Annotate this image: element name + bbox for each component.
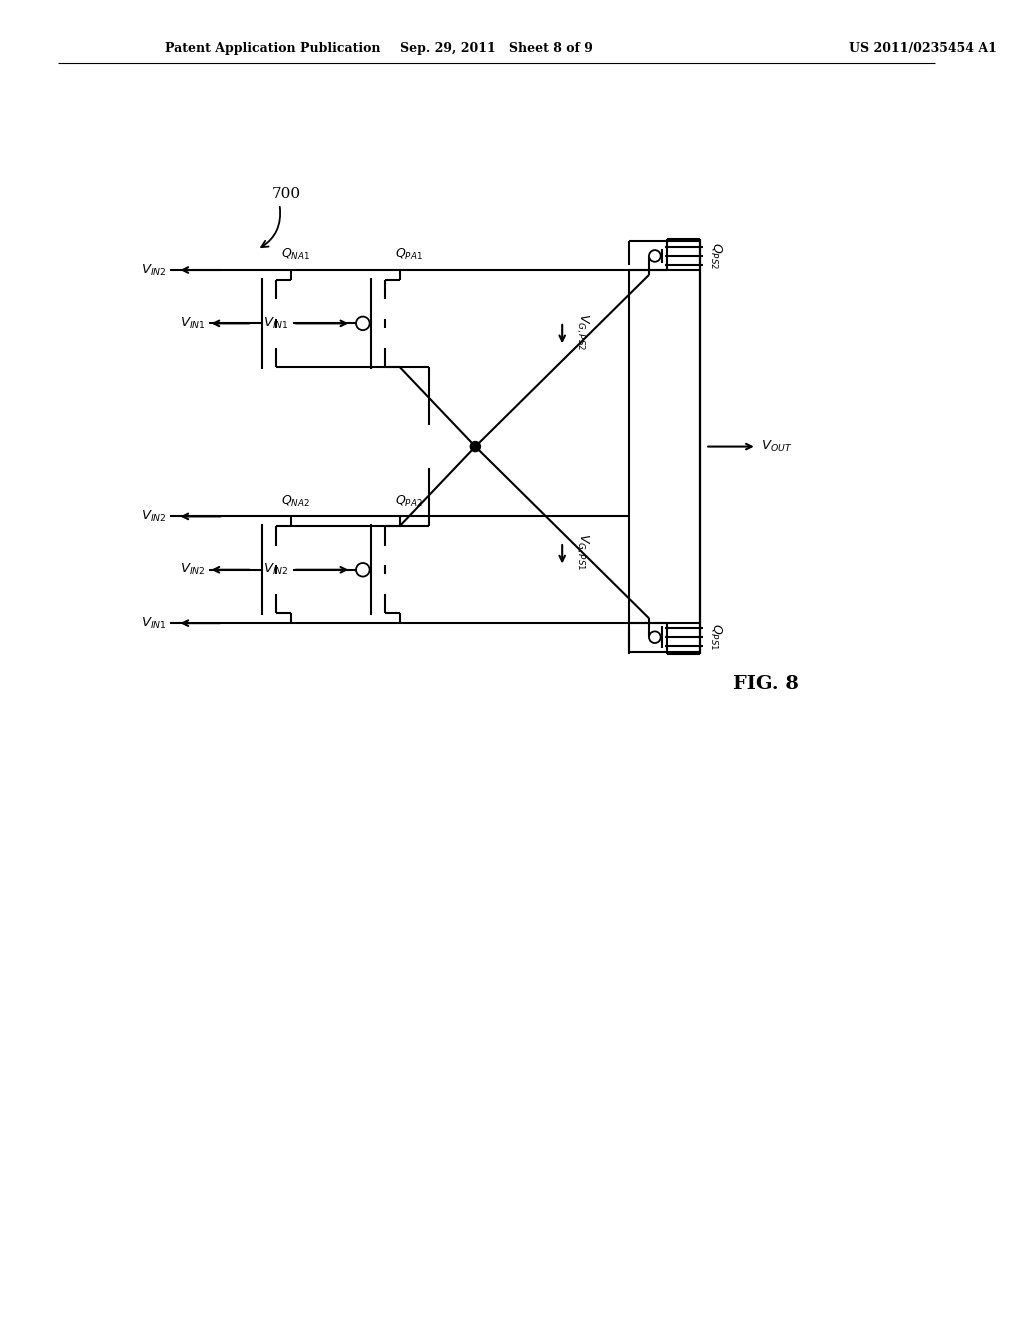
Text: $Q_{NA1}$: $Q_{NA1}$ bbox=[282, 247, 310, 263]
Circle shape bbox=[649, 631, 660, 643]
Circle shape bbox=[356, 564, 370, 577]
Text: US 2011/0235454 A1: US 2011/0235454 A1 bbox=[849, 42, 996, 55]
Text: $Q_{PS2}$: $Q_{PS2}$ bbox=[709, 243, 723, 269]
Text: $Q_{PA1}$: $Q_{PA1}$ bbox=[395, 247, 423, 263]
Text: $Q_{PA2}$: $Q_{PA2}$ bbox=[395, 494, 423, 508]
Circle shape bbox=[470, 442, 480, 451]
Text: $Q_{NA2}$: $Q_{NA2}$ bbox=[282, 494, 310, 508]
Text: Patent Application Publication: Patent Application Publication bbox=[165, 42, 381, 55]
Text: Sep. 29, 2011   Sheet 8 of 9: Sep. 29, 2011 Sheet 8 of 9 bbox=[400, 42, 593, 55]
Text: $V_{G,PS1}$: $V_{G,PS1}$ bbox=[573, 533, 590, 570]
Text: $V_{IN1}$: $V_{IN1}$ bbox=[180, 315, 206, 331]
Text: $V_{IN1}$: $V_{IN1}$ bbox=[263, 315, 289, 331]
Text: $V_{IN1}$: $V_{IN1}$ bbox=[141, 615, 167, 631]
Text: $V_{OUT}$: $V_{OUT}$ bbox=[761, 440, 792, 454]
Text: 700: 700 bbox=[271, 187, 301, 202]
Text: $V_{G,PS2}$: $V_{G,PS2}$ bbox=[573, 313, 590, 350]
Text: $V_{IN2}$: $V_{IN2}$ bbox=[141, 263, 167, 277]
Circle shape bbox=[356, 317, 370, 330]
Text: $Q_{PS1}$: $Q_{PS1}$ bbox=[709, 623, 723, 651]
Text: $V_{IN2}$: $V_{IN2}$ bbox=[263, 562, 289, 577]
Text: $V_{IN2}$: $V_{IN2}$ bbox=[180, 562, 206, 577]
Text: $V_{IN2}$: $V_{IN2}$ bbox=[141, 510, 167, 524]
Text: FIG. 8: FIG. 8 bbox=[733, 676, 800, 693]
Circle shape bbox=[649, 249, 660, 261]
